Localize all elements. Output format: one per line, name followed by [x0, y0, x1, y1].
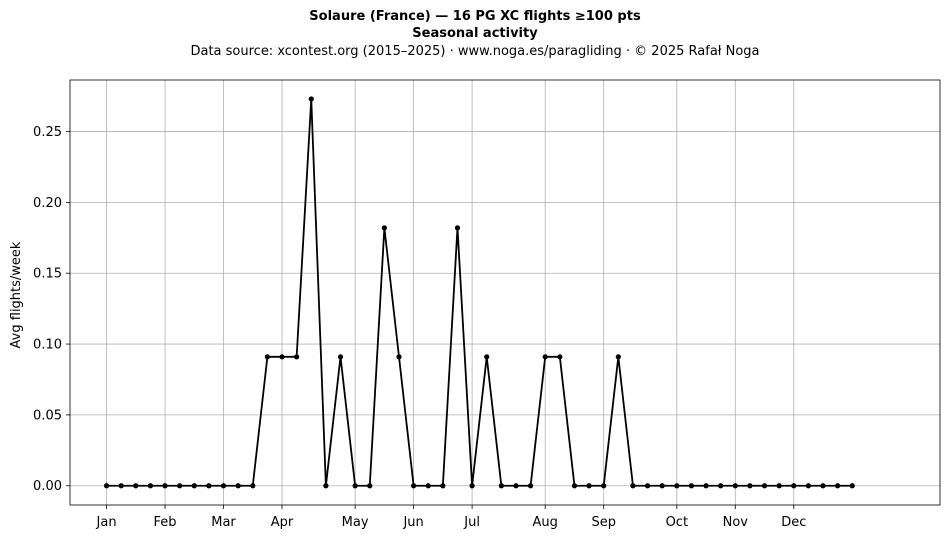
data-point: [264, 354, 270, 360]
x-tick-label: Feb: [154, 515, 177, 530]
data-point: [103, 483, 110, 489]
data-point: [513, 483, 519, 489]
data-point: [323, 483, 329, 489]
data-point: [776, 483, 782, 489]
y-axis-label: Avg flights/week: [9, 241, 24, 348]
x-tick-label: Jan: [96, 515, 117, 530]
data-point: [162, 483, 168, 489]
data-point: [133, 483, 139, 489]
data-point: [586, 483, 592, 489]
data-point: [337, 354, 344, 360]
y-tick-label: 0.15: [33, 267, 62, 282]
x-tick-label: Oct: [666, 515, 688, 530]
x-tick-label: Mar: [211, 515, 236, 530]
data-point: [381, 225, 387, 231]
y-tick-label: 0.05: [33, 408, 62, 423]
plot-frame: [69, 79, 941, 506]
data-point: [805, 483, 812, 489]
data-point: [367, 483, 373, 489]
data-point: [352, 483, 358, 489]
data-point: [527, 483, 534, 489]
x-tick-label: Jun: [402, 515, 423, 530]
data-point: [849, 483, 855, 489]
chart-source-note: Data source: xcontest.org (2015–2025) · …: [190, 44, 760, 59]
x-tick-label: Dec: [781, 515, 806, 530]
data-point: [425, 483, 431, 489]
x-tick-label: Nov: [723, 515, 749, 530]
data-point: [294, 354, 300, 360]
data-point: [674, 483, 680, 489]
data-point: [469, 483, 475, 489]
data-point: [484, 354, 490, 360]
data-point: [732, 483, 738, 489]
data-point: [820, 483, 826, 489]
y-tick-label: 0.00: [33, 479, 62, 494]
data-point: [279, 354, 285, 360]
chart-title: Solaure (France) — 16 PG XC flights ≥100…: [309, 9, 641, 24]
chart-subtitle: Seasonal activity: [412, 26, 538, 41]
data-point: [571, 483, 578, 489]
data-point: [411, 483, 417, 489]
y-tick-label: 0.10: [33, 338, 62, 353]
data-point: [308, 96, 314, 102]
x-tick-label: May: [342, 515, 369, 530]
data-point: [147, 483, 154, 489]
data-point: [118, 483, 124, 489]
data-point: [440, 483, 446, 489]
data-point: [615, 354, 621, 360]
x-tick-label: Aug: [533, 515, 558, 530]
x-tick-label: Apr: [271, 515, 294, 530]
y-tick-label: 0.25: [33, 125, 62, 140]
data-point: [235, 483, 241, 489]
data-point: [498, 483, 504, 489]
data-point: [791, 483, 797, 489]
data-point: [630, 483, 636, 489]
data-point: [454, 225, 461, 231]
data-point: [557, 354, 563, 360]
grid-lines: [70, 80, 940, 505]
data-point: [703, 483, 709, 489]
data-point: [250, 483, 256, 489]
y-tick-label: 0.20: [33, 196, 62, 211]
data-point: [601, 483, 607, 489]
data-point: [718, 483, 724, 489]
data-point: [177, 483, 183, 489]
data-point: [542, 354, 548, 360]
data-point: [747, 483, 753, 489]
data-point: [220, 483, 227, 489]
data-point: [835, 483, 841, 489]
data-point: [761, 483, 768, 489]
series-line: [106, 98, 853, 487]
data-point: [659, 483, 665, 489]
data-point: [191, 483, 197, 489]
data-point: [688, 483, 695, 489]
data-point: [396, 354, 402, 360]
data-point: [644, 483, 651, 489]
x-tick-label: Sep: [591, 515, 616, 530]
data-point: [206, 483, 212, 489]
x-tick-label: Jul: [463, 515, 480, 530]
